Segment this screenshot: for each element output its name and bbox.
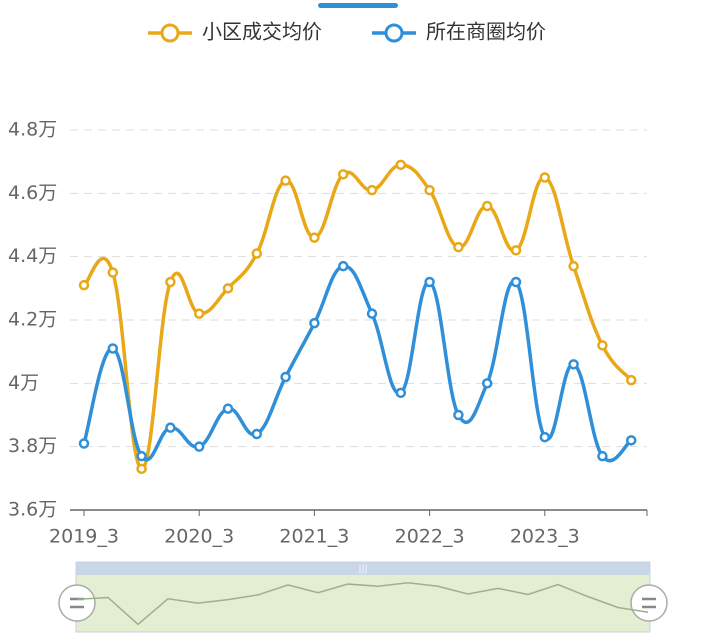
data-point <box>395 159 407 171</box>
data-point <box>193 308 205 319</box>
legend-marker <box>160 23 180 43</box>
data-point <box>568 359 579 370</box>
data-point <box>568 260 579 272</box>
data-zoom: ||| <box>58 561 668 633</box>
data-point <box>424 276 435 288</box>
legend-label: 小区成交均价 <box>202 20 322 44</box>
data-point <box>366 308 378 319</box>
data-point <box>481 378 493 389</box>
data-point <box>337 260 349 272</box>
x-tick-label: 2022_3 <box>395 526 465 548</box>
zoom-grip: ||| <box>358 565 367 575</box>
data-point <box>136 450 147 462</box>
y-tick-label: 4.6万 <box>8 182 57 204</box>
data-point <box>251 248 263 259</box>
zoom-handle-right[interactable] <box>630 584 668 622</box>
zoom-handle-left[interactable] <box>58 584 96 622</box>
data-point <box>453 409 464 421</box>
y-tick-label: 3.6万 <box>8 499 57 521</box>
zoom-bar <box>76 562 650 575</box>
data-point <box>280 371 291 383</box>
data-point <box>597 340 608 351</box>
handle-icon <box>642 597 656 609</box>
data-point <box>193 441 205 452</box>
data-point <box>222 403 234 414</box>
y-tick-label: 3.8万 <box>8 435 57 457</box>
data-point <box>222 283 234 294</box>
data-point <box>366 184 378 196</box>
y-tick-label: 4万 <box>8 372 39 394</box>
zoom-overview <box>77 582 649 626</box>
data-point <box>597 450 608 462</box>
x-tick-label: 2023_3 <box>510 526 580 548</box>
data-point <box>165 422 176 433</box>
x-tick-label: 2020_3 <box>164 526 234 548</box>
data-point <box>510 245 522 256</box>
data-point <box>78 438 90 449</box>
x-tick-label: 2021_3 <box>279 526 349 548</box>
series-line <box>82 163 633 471</box>
data-point <box>309 317 320 329</box>
data-point <box>251 428 263 440</box>
data-point <box>78 279 90 291</box>
data-point <box>625 435 637 446</box>
data-point <box>280 175 291 186</box>
data-point <box>309 232 320 243</box>
data-point <box>539 172 551 183</box>
data-point <box>165 276 176 288</box>
data-point <box>424 184 435 196</box>
x-tick-label: 2019_3 <box>49 526 119 548</box>
data-point <box>510 276 522 288</box>
y-tick-label: 4.2万 <box>8 309 57 331</box>
y-tick-label: 4.4万 <box>8 245 57 267</box>
data-point <box>107 267 119 278</box>
data-point <box>453 241 464 253</box>
data-point <box>337 169 349 180</box>
legend-marker <box>384 23 404 43</box>
data-point <box>395 387 407 399</box>
data-point <box>625 374 637 386</box>
tab-indicator <box>318 3 398 8</box>
y-tick-label: 4.8万 <box>8 119 57 141</box>
data-point <box>136 463 147 475</box>
data-point <box>539 431 551 443</box>
data-point <box>481 200 493 212</box>
legend-label: 所在商圈均价 <box>426 20 546 44</box>
data-point <box>107 343 119 354</box>
